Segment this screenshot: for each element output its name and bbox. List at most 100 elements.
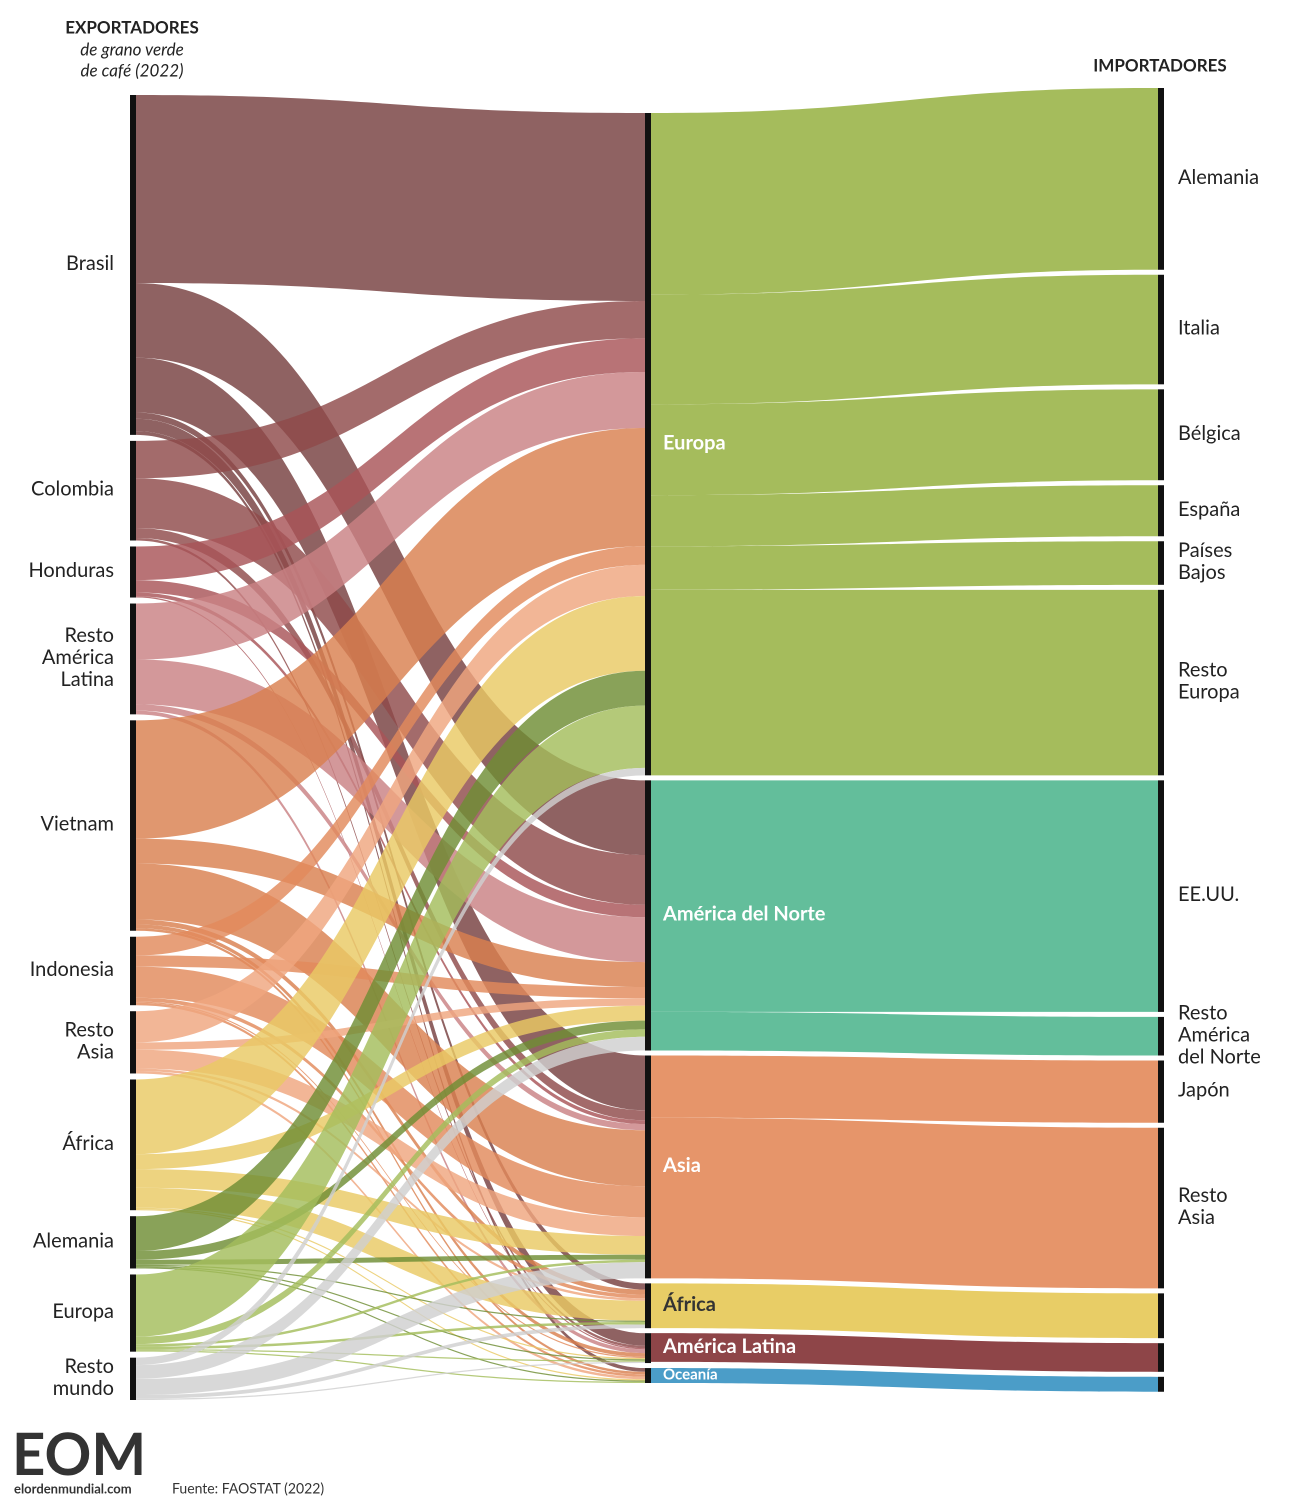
country-label: Alemania xyxy=(1178,165,1259,189)
country-label: Europa xyxy=(52,1299,114,1323)
flow xyxy=(651,389,1158,496)
node-bar xyxy=(130,1357,136,1400)
country-label: EE.UU. xyxy=(1178,882,1239,906)
node-bar xyxy=(130,1011,136,1074)
node-bar xyxy=(130,95,136,435)
flow xyxy=(136,1207,645,1360)
country-label: Bajos xyxy=(1178,560,1226,584)
flow xyxy=(651,1368,1158,1392)
node-bar xyxy=(1158,485,1164,537)
flow xyxy=(136,1036,645,1379)
node-bar xyxy=(1158,541,1164,585)
flow xyxy=(136,1029,645,1345)
country-label: Bélgica xyxy=(1178,421,1241,445)
flow xyxy=(136,1350,645,1383)
logo: EOM xyxy=(12,1419,146,1488)
flow xyxy=(136,838,645,988)
country-label: Vietnam xyxy=(40,812,114,836)
node-bar xyxy=(645,780,651,1051)
node-bar xyxy=(1158,589,1164,776)
flow xyxy=(136,371,645,660)
country-label: Resto xyxy=(64,1017,114,1041)
right-title: IMPORTADORES xyxy=(1093,54,1226,75)
flow xyxy=(136,95,645,301)
flow xyxy=(651,780,1158,1012)
country-label: Honduras xyxy=(28,558,114,582)
flow xyxy=(651,1055,1158,1123)
node-bar xyxy=(1158,1060,1164,1123)
node-bar xyxy=(130,546,136,598)
node-bar xyxy=(130,1079,136,1211)
node-bar xyxy=(645,1055,651,1279)
left-subtitle: de grano verde xyxy=(80,38,183,59)
flow xyxy=(651,274,1158,405)
node-bar xyxy=(130,936,136,1006)
region-label: Asia xyxy=(662,1153,701,1177)
nodes xyxy=(130,88,1164,1400)
country-label: América xyxy=(42,645,114,669)
node-bar xyxy=(1158,1293,1164,1339)
country-label: Brasil xyxy=(66,251,114,275)
flow xyxy=(136,596,645,1155)
flow xyxy=(136,705,645,1337)
node-bar xyxy=(130,1216,136,1269)
source-note: Fuente: FAOSTAT (2022) xyxy=(172,1480,324,1497)
country-label: Alemania xyxy=(33,1228,114,1252)
node-bar xyxy=(645,113,651,776)
country-label: Asia xyxy=(1178,1205,1215,1229)
country-label: Resto xyxy=(1178,658,1228,682)
country-label: Resto xyxy=(1178,1183,1228,1207)
node-bar xyxy=(645,1368,651,1383)
flow xyxy=(651,1333,1158,1372)
flow xyxy=(651,485,1158,547)
flow xyxy=(651,589,1158,776)
region-label: Oceanía xyxy=(663,1365,718,1383)
flow xyxy=(136,1005,645,1170)
flow xyxy=(136,1020,645,1260)
node-bar xyxy=(130,603,136,715)
flow xyxy=(136,1070,645,1380)
flow xyxy=(136,1264,645,1322)
country-label: Latina xyxy=(61,667,115,691)
node-bar xyxy=(1158,88,1164,270)
node-bar xyxy=(1158,1376,1164,1392)
country-label: América xyxy=(1178,1022,1250,1046)
country-label: Colombia xyxy=(31,477,114,501)
flow xyxy=(136,427,645,839)
country-label: mundo xyxy=(53,1376,114,1400)
node-bar xyxy=(1158,389,1164,481)
node-bar xyxy=(1158,780,1164,1012)
country-label: África xyxy=(62,1131,114,1155)
node-bar xyxy=(645,1283,651,1329)
flow xyxy=(136,1265,645,1361)
region-label: Europa xyxy=(663,430,726,454)
left-subtitle: de café (2022) xyxy=(81,59,184,80)
flow xyxy=(651,88,1158,295)
flow xyxy=(651,1283,1158,1339)
country-label: España xyxy=(1178,497,1240,521)
region-label: África xyxy=(662,1291,716,1316)
flow xyxy=(136,670,645,1252)
flow xyxy=(651,1011,1158,1056)
country-label: Asia xyxy=(77,1039,114,1063)
flow xyxy=(136,1361,645,1400)
flow xyxy=(136,1208,645,1381)
flow xyxy=(136,300,645,479)
left-title: EXPORTADORES xyxy=(65,16,199,37)
region-label: América Latina xyxy=(662,1334,796,1358)
region-label: América del Norte xyxy=(662,902,826,926)
node-bar xyxy=(1158,1343,1164,1372)
flow xyxy=(136,546,645,956)
flow xyxy=(136,357,645,1111)
flow xyxy=(136,1349,645,1362)
flow xyxy=(136,767,645,1366)
node-bar xyxy=(130,1274,136,1352)
flow xyxy=(651,1117,1158,1289)
flow xyxy=(136,1324,645,1399)
node-bar xyxy=(130,440,136,541)
country-label: Países xyxy=(1178,538,1232,562)
flow xyxy=(136,1259,645,1347)
country-label: Indonesia xyxy=(30,957,114,981)
flow xyxy=(136,1187,645,1321)
